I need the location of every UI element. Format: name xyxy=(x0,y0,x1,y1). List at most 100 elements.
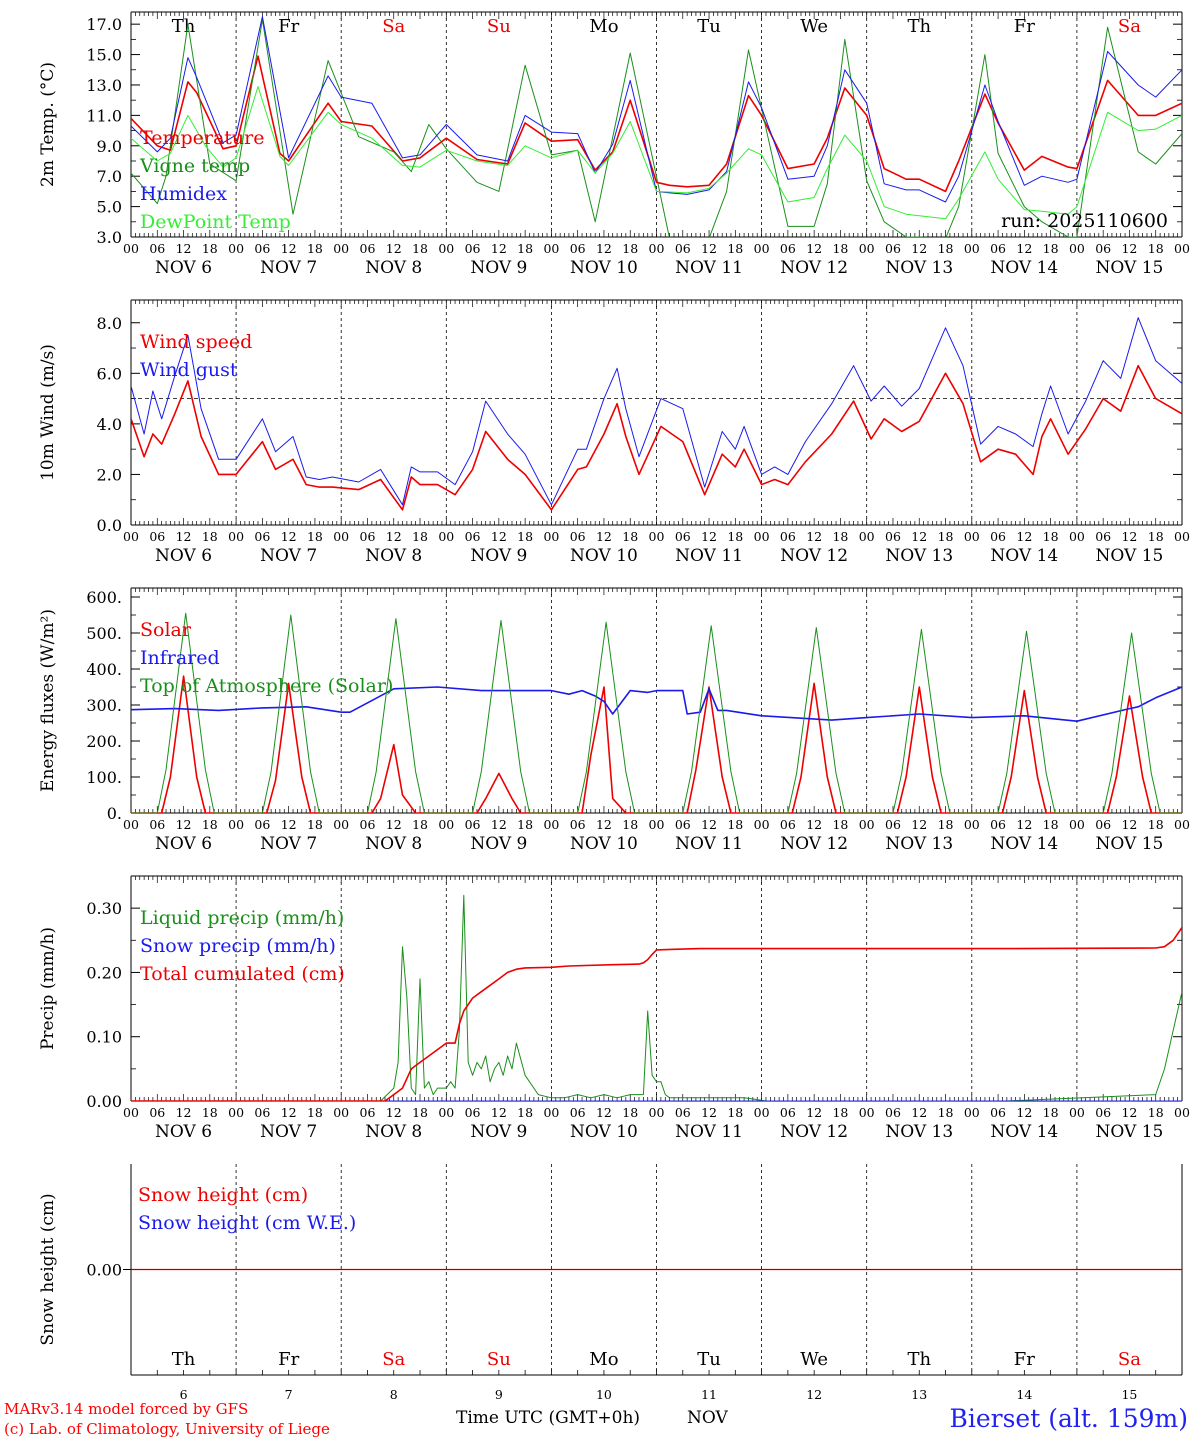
hour-label: 00 xyxy=(964,817,980,832)
day-name: We xyxy=(800,16,828,37)
hour-label: 18 xyxy=(1043,241,1059,256)
date-label: NOV 7 xyxy=(260,1122,317,1142)
date-label: NOV 8 xyxy=(365,546,422,566)
hour-label: 18 xyxy=(202,529,218,544)
legend-temperature: Temperature xyxy=(140,127,264,149)
hour-label: 12 xyxy=(281,529,297,544)
hour-label: 06 xyxy=(1095,241,1111,256)
hour-label: 12 xyxy=(386,1105,402,1120)
hour-label: 06 xyxy=(360,817,376,832)
hour-label: 06 xyxy=(780,529,796,544)
y-tick-label: 0.0 xyxy=(97,516,122,535)
date-label: NOV 8 xyxy=(365,258,422,278)
date-label: NOV 15 xyxy=(1096,834,1164,854)
hour-label: 12 xyxy=(491,1105,507,1120)
hour-label: 00 xyxy=(123,529,139,544)
day-name: Th xyxy=(172,1349,196,1370)
hour-label: 12 xyxy=(281,817,297,832)
y-tick-label: 13.0 xyxy=(86,76,122,95)
hour-label: 12 xyxy=(911,529,927,544)
hour-label: 00 xyxy=(649,1105,665,1120)
panel-2: 0.0 2.0 4.0 6.0 8.0 10m Wind (m/s) 00 06 12 18 NOV… xyxy=(38,299,1190,566)
date-label: NOV 14 xyxy=(990,546,1058,566)
hour-label: 06 xyxy=(990,241,1006,256)
panel-3: 0. 100. 200. 300. 400. 500. 600. Energy fluxes … xyxy=(38,587,1190,854)
station-name: Bierset (alt. 159m) xyxy=(949,1404,1188,1433)
y-tick-label: 600. xyxy=(86,588,122,607)
date-label: NOV 10 xyxy=(570,834,638,854)
hour-label: 00 xyxy=(964,241,980,256)
hour-label: 06 xyxy=(570,241,586,256)
hour-label: 00 xyxy=(438,817,454,832)
day-number: 7 xyxy=(285,1387,293,1402)
y-tick-label: 0.00 xyxy=(86,1261,122,1280)
hour-label: 06 xyxy=(149,817,165,832)
hour-label: 18 xyxy=(1043,817,1059,832)
y-axis-title: Energy fluxes (W/m²) xyxy=(38,609,58,792)
hour-label: 18 xyxy=(832,817,848,832)
hour-label: 00 xyxy=(228,817,244,832)
hour-label: 12 xyxy=(491,241,507,256)
hour-label: 00 xyxy=(228,241,244,256)
hour-label: 00 xyxy=(1069,817,1085,832)
day-number: 8 xyxy=(390,1387,398,1402)
date-label: NOV 14 xyxy=(990,258,1058,278)
hour-label: 12 xyxy=(1016,817,1032,832)
date-label: NOV 9 xyxy=(470,258,527,278)
date-label: NOV 13 xyxy=(885,834,953,854)
day-name: Fr xyxy=(1014,16,1035,37)
run-annotation: run: 2025110600 xyxy=(1001,210,1168,232)
series-solar xyxy=(131,675,1182,813)
hour-label: 06 xyxy=(885,1105,901,1120)
hour-label: 18 xyxy=(1148,817,1164,832)
hour-label: 00 xyxy=(649,241,665,256)
series-group xyxy=(131,16,1182,237)
hour-label: 00 xyxy=(228,529,244,544)
series-wind-speed xyxy=(131,364,1182,511)
hour-label: 18 xyxy=(622,817,638,832)
hour-label: 06 xyxy=(990,1105,1006,1120)
y-axis-title: Precip (mm/h) xyxy=(38,927,58,1050)
hour-label: 18 xyxy=(727,817,743,832)
date-label: NOV 15 xyxy=(1096,546,1164,566)
hour-label: 00 xyxy=(754,241,770,256)
hour-label: 00 xyxy=(754,817,770,832)
hour-label: 18 xyxy=(832,241,848,256)
day-name: Su xyxy=(487,16,511,37)
legend-vigne-temp: Vigne temp xyxy=(139,155,250,177)
hour-label: 06 xyxy=(675,241,691,256)
day-number: 10 xyxy=(596,1387,612,1402)
panel-5: 0.00 Snow height (cm) Th 6 Fr 7 Sa 8 Su 9 Mo 10 Tu 11… xyxy=(38,1164,1183,1402)
y-tick-label: 100. xyxy=(86,768,122,787)
hour-label: 00 xyxy=(543,1105,559,1120)
date-label: NOV 9 xyxy=(470,546,527,566)
hour-label: 00 xyxy=(1174,1105,1190,1120)
hour-label: 00 xyxy=(123,817,139,832)
hour-label: 00 xyxy=(859,241,875,256)
day-name: Mo xyxy=(589,16,618,37)
day-name: Th xyxy=(907,16,931,37)
hour-label: 00 xyxy=(649,817,665,832)
date-label: NOV 11 xyxy=(675,834,743,854)
hour-label: 18 xyxy=(412,529,428,544)
day-name: Fr xyxy=(278,1349,299,1370)
hour-label: 06 xyxy=(149,1105,165,1120)
date-label: NOV 12 xyxy=(780,546,848,566)
hour-label: 00 xyxy=(859,529,875,544)
hour-label: 00 xyxy=(333,241,349,256)
date-label: NOV 10 xyxy=(570,546,638,566)
hour-label: 06 xyxy=(990,529,1006,544)
day-number: 13 xyxy=(911,1387,927,1402)
day-name: We xyxy=(800,1349,828,1370)
hour-label: 06 xyxy=(675,817,691,832)
hour-label: 00 xyxy=(964,529,980,544)
date-label: NOV 15 xyxy=(1096,1122,1164,1142)
hour-label: 12 xyxy=(596,817,612,832)
hour-label: 18 xyxy=(938,1105,954,1120)
hour-label: 06 xyxy=(570,529,586,544)
hour-label: 12 xyxy=(911,817,927,832)
y-tick-label: 400. xyxy=(86,660,122,679)
hour-label: 12 xyxy=(1121,241,1137,256)
hour-label: 18 xyxy=(307,817,323,832)
